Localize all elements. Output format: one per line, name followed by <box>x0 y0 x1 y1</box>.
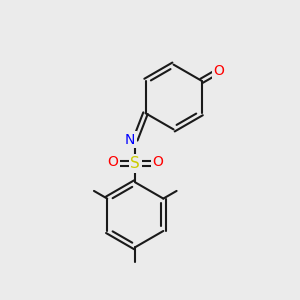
Text: O: O <box>152 155 164 169</box>
Text: S: S <box>130 156 140 171</box>
Text: O: O <box>214 64 225 78</box>
Text: N: N <box>125 133 135 147</box>
Text: O: O <box>107 155 118 169</box>
